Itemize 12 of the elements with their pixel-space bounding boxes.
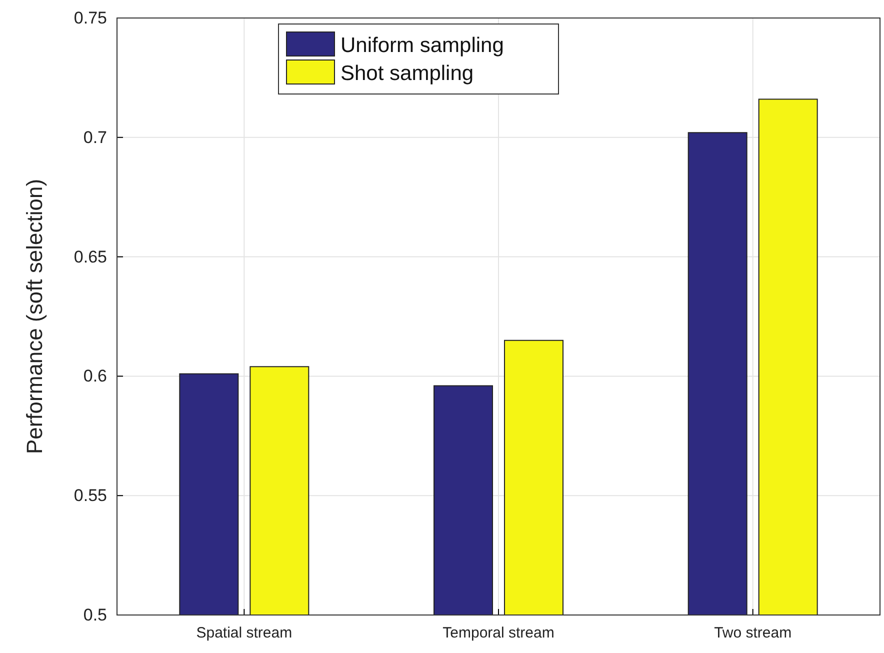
y-tick-label: 0.7 [83,128,107,147]
legend-label: Uniform sampling [340,34,504,57]
y-tick-label: 0.6 [83,366,107,386]
y-tick-label: 0.65 [74,247,107,266]
x-tick-label: Two stream [714,624,792,642]
y-tick-label: 0.5 [83,605,107,624]
y-tick-label: 0.55 [74,486,107,506]
x-tick-label: Spatial stream [196,624,292,642]
legend-label: Shot sampling [340,62,474,85]
y-tick-label: 0.75 [74,8,107,28]
x-tick-label: Temporal stream [442,624,554,642]
y-axis-title: Performance (soft selection) [22,178,47,454]
